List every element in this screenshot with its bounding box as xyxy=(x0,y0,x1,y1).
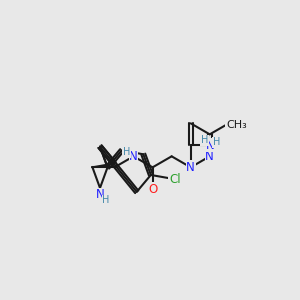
Text: H: H xyxy=(123,147,130,157)
Text: N: N xyxy=(129,150,138,163)
Text: N: N xyxy=(96,188,104,202)
Text: N: N xyxy=(206,150,214,163)
Text: H: H xyxy=(213,137,220,147)
Text: H: H xyxy=(102,195,110,205)
Text: O: O xyxy=(148,183,157,196)
Text: N: N xyxy=(206,139,215,152)
Text: Cl: Cl xyxy=(169,173,181,186)
Text: CH₃: CH₃ xyxy=(226,120,247,130)
Text: H: H xyxy=(201,135,208,145)
Text: N: N xyxy=(186,161,195,174)
